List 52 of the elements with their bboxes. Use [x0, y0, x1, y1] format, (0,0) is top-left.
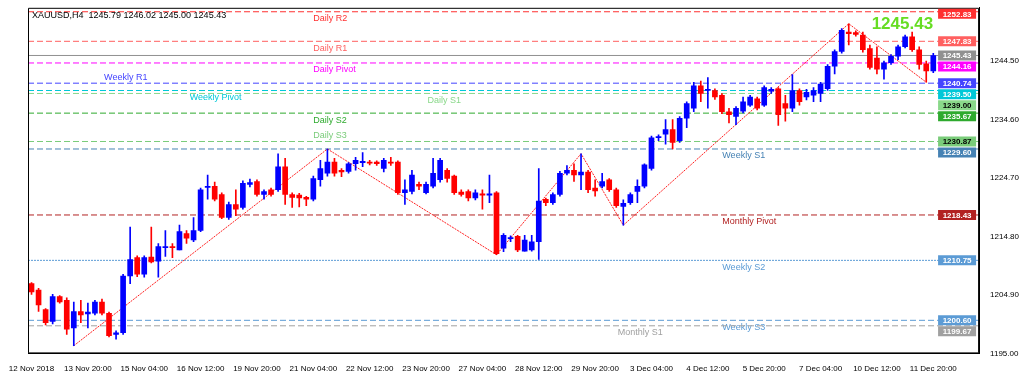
annotation: 1210.75 [942, 256, 973, 266]
x-tick-label: 23 Nov 20:00 [402, 364, 451, 374]
x-tick-label: 28 Nov 12:00 [514, 364, 564, 374]
ref-line-label: Weekly Pivot [189, 91, 243, 102]
ref-line-label: Weekly S2 [722, 261, 766, 272]
y-tick-label: 1204.90 [990, 290, 1020, 300]
ref-line-label: Monthly Pivot [722, 216, 777, 227]
ref-line-label: Daily S1 [427, 94, 461, 105]
x-tick-label: 12 Nov 2018 [8, 364, 55, 374]
annotation: 1199.67 [942, 327, 972, 337]
x-tick-label: 3 Dec 04:00 [629, 364, 674, 374]
ref-line-label: Weekly S1 [722, 150, 766, 161]
x-tick-label: 21 Nov 04:00 [289, 364, 338, 374]
x-tick-label: 16 Nov 12:00 [176, 364, 225, 374]
x-tick-label: 29 Nov 20:00 [571, 364, 620, 374]
ref-line-label: Daily Pivot [313, 64, 357, 75]
ref-line-label: Monthly S1 [617, 327, 663, 338]
annotation: 1230.87 [942, 137, 973, 147]
annotation: 1245.43 [942, 51, 973, 61]
ref-line-label: Weekly R1 [104, 71, 148, 82]
x-tick-label: 4 Dec 12:00 [686, 364, 730, 374]
annotation: 1244.16 [942, 62, 973, 72]
ref-line-label: Daily S2 [313, 114, 347, 125]
ref-line-label: Daily R1 [313, 42, 348, 53]
x-tick-label: 19 Nov 20:00 [233, 364, 282, 374]
x-tick-label: 7 Dec 04:00 [799, 364, 843, 374]
annotation: 1247.83 [942, 37, 973, 46]
annotation: 1239.50 [942, 89, 973, 99]
ref-line-label: Daily S3 [313, 129, 347, 140]
annotation: 1240.74 [942, 78, 973, 88]
y-tick-label: 1234.60 [990, 114, 1020, 124]
annotation: XAUUSD,H4 1245.79 1246.02 1245.00 1245.43 [32, 9, 227, 20]
y-tick-label: 1214.80 [990, 231, 1020, 241]
annotation: 1245.43 [871, 13, 934, 33]
annotation: 1235.67 [942, 111, 973, 121]
x-tick-label: 5 Dec 20:00 [742, 364, 787, 374]
y-tick-label: 1244.50 [990, 56, 1020, 66]
annotation: 1200.60 [942, 316, 973, 326]
x-tick-label: 15 Nov 04:00 [120, 364, 169, 374]
annotation: 1239.00 [942, 100, 973, 110]
ref-line-label: Daily R2 [313, 13, 348, 24]
x-tick-label: 13 Nov 20:00 [64, 364, 113, 374]
annotation: 1229.60 [942, 148, 973, 158]
x-tick-label: 11 Dec 20:00 [909, 364, 958, 374]
x-tick-label: 10 Dec 12:00 [853, 364, 902, 374]
y-tick-label: 1224.70 [990, 173, 1020, 183]
x-tick-label: 22 Nov 12:00 [345, 364, 395, 374]
y-tick-label: 1195.00 [990, 348, 1019, 358]
ref-line-label: Weekly S3 [722, 321, 766, 332]
x-tick-label: 27 Nov 04:00 [458, 364, 507, 374]
annotation: 1218.43 [942, 210, 973, 220]
annotation: 1252.83 [942, 9, 973, 19]
